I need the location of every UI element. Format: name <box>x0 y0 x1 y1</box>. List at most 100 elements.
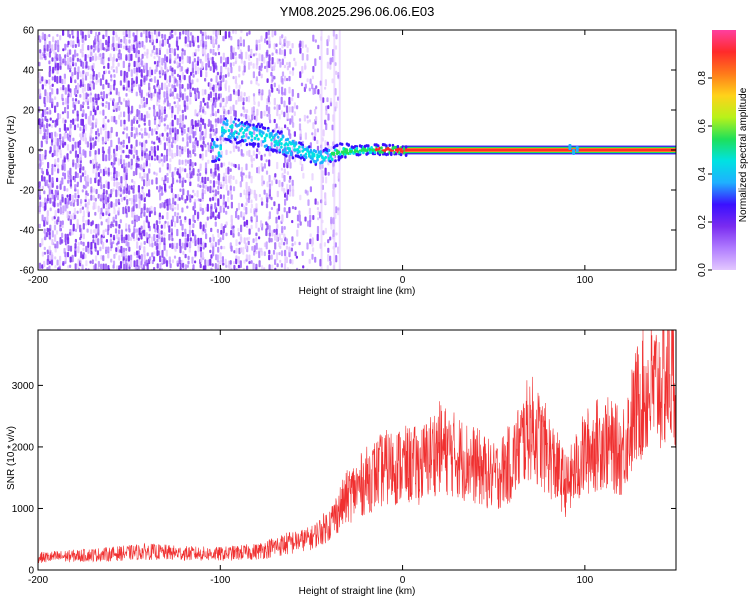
spectrogram-cell <box>268 150 271 157</box>
spectrogram-cell <box>87 83 90 91</box>
spectrogram-cell <box>156 263 159 269</box>
spectrogram-cell <box>170 149 173 158</box>
spectrogram-cell <box>158 84 161 89</box>
ridge-cell <box>255 124 259 128</box>
spectrogram-cell <box>56 39 60 47</box>
spectrogram-cell <box>156 155 159 161</box>
spectrogram-cell <box>136 233 139 241</box>
spectrogram-cell <box>90 241 93 250</box>
spectrogram-cell <box>222 35 225 42</box>
spectrogram-cell <box>199 263 202 269</box>
spectrogram-cell <box>156 238 159 243</box>
spectrogram-cell <box>246 150 249 156</box>
spectrogram-cell <box>288 206 291 214</box>
ridge-cell <box>362 151 365 155</box>
spectrogram-cell <box>150 31 154 35</box>
spectrogram-cell <box>115 43 118 51</box>
ridge-cell <box>340 155 344 159</box>
spectrogram-cell <box>59 260 62 268</box>
spectrogram-cell <box>168 43 171 48</box>
spectrogram-cell <box>232 142 235 149</box>
spectrogram-cell <box>151 49 154 54</box>
spectrogram-cell <box>212 48 215 56</box>
spectrogram-cell <box>309 238 312 245</box>
spectrogram-cell <box>80 198 83 204</box>
spectrogram-cell <box>243 92 246 97</box>
spectrogram-cell <box>44 115 47 121</box>
spectrogram-cell <box>179 114 182 123</box>
spectrogram-cell <box>194 198 197 203</box>
spectrogram-cell <box>153 30 157 35</box>
spectrogram-cell <box>189 194 192 200</box>
spectrogram-cell <box>211 196 215 201</box>
spectrogram-cell <box>102 241 105 250</box>
spectrogram-cell <box>324 227 327 234</box>
spectrogram-cell <box>52 66 55 74</box>
spectrogram-cell <box>91 259 94 265</box>
spectrogram-cell <box>137 163 140 168</box>
spectrogram-cell <box>115 220 118 227</box>
spectrogram-cell <box>298 241 301 246</box>
spectrogram-cell <box>183 124 186 129</box>
spectrogram-cell <box>78 140 82 146</box>
spectrogram-cell <box>283 263 287 270</box>
spectrogram-cell <box>138 84 141 91</box>
spectrogram-cell <box>181 159 184 165</box>
spectrogram-cell <box>263 110 266 117</box>
spectrogram-cell <box>143 229 146 237</box>
spectrogram-cell <box>142 192 145 199</box>
spectrogram-cell <box>102 168 105 177</box>
spectrogram-cell <box>181 194 184 200</box>
spectrogram-cell <box>306 78 309 83</box>
spectrogram-cell <box>69 264 72 268</box>
spectrogram-cell <box>138 62 141 68</box>
spectrogram-cell <box>143 224 146 231</box>
spectrogram-cell <box>186 67 189 72</box>
spectrogram-cell <box>327 171 330 176</box>
spectrogram-cell <box>82 233 85 240</box>
spectrogram-cell <box>107 224 110 231</box>
spectrogram-cell <box>137 185 140 193</box>
spectrogram-cell <box>127 161 131 168</box>
spectrogram-cell <box>82 241 85 247</box>
spectrogram-cell <box>100 263 103 270</box>
spectrogram-cell <box>178 104 181 112</box>
spectrogram-cell <box>41 76 44 82</box>
spectrogram-cell <box>194 139 197 145</box>
spectrogram-cell <box>304 132 307 140</box>
spectrogram-cell <box>273 97 276 106</box>
spectrogram-cell <box>67 269 70 270</box>
spectrogram-cell <box>285 105 289 113</box>
spectrogram-cell <box>69 256 72 263</box>
spectrogram-cell <box>255 76 258 82</box>
spectrogram-cell <box>337 246 340 254</box>
spectrogram-cell <box>204 242 207 248</box>
spectrogram-cell <box>273 106 276 110</box>
spectrogram-cell <box>283 168 286 174</box>
spectrogram-cell <box>250 216 253 222</box>
spectrogram-cell <box>41 118 44 123</box>
spectrogram-cell <box>222 74 225 83</box>
spectrogram-cell <box>125 259 128 266</box>
spectrogram-cell <box>77 194 80 199</box>
spectrogram-cell <box>240 211 243 218</box>
spectrogram-cell <box>325 123 328 131</box>
spectrogram-cell <box>244 242 247 250</box>
ridge-cell <box>316 158 319 162</box>
x-tick-label: 0 <box>400 275 406 286</box>
spectrogram-cell <box>105 101 108 105</box>
spectrogram-cell <box>163 97 167 103</box>
spectrogram-cell <box>187 154 190 158</box>
spectrogram-cell <box>209 258 212 266</box>
spectrogram-cell <box>245 219 249 226</box>
spectrogram-cell <box>107 119 110 123</box>
spectrogram-cell <box>155 38 158 44</box>
spectrogram-cell <box>235 208 239 212</box>
spectrogram-cell <box>276 224 279 229</box>
spectrogram-cell <box>165 155 168 162</box>
spectrogram-cell <box>137 50 140 55</box>
spectrogram-cell <box>140 98 143 105</box>
spectrogram-cell <box>217 185 220 190</box>
spectrogram-cell <box>284 198 287 206</box>
spectrogram-cell <box>79 58 82 63</box>
